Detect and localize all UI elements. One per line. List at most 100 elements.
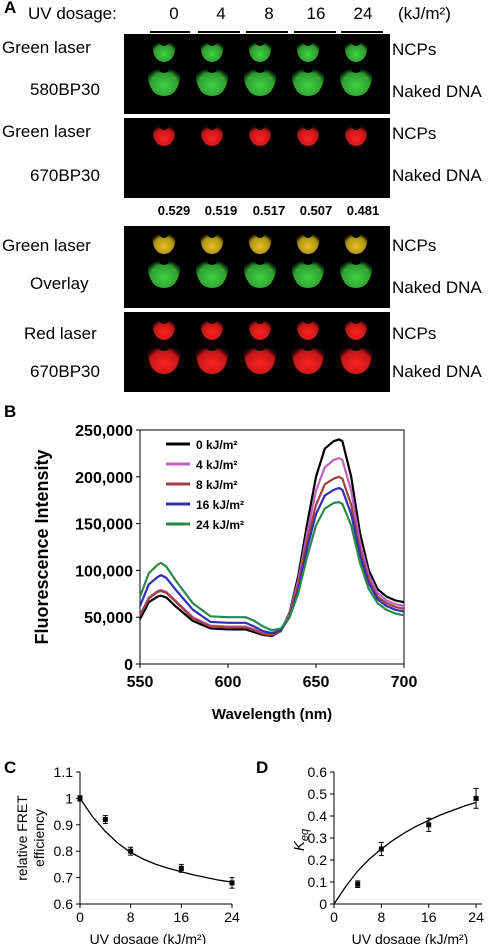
band-label-naked-dna: Naked DNA [392,82,482,101]
data-point [378,846,384,852]
y-tick-label: 0.5 [308,786,328,802]
ncp-band [152,40,176,62]
ncp-band [248,124,272,146]
y-tick-label: 0.1 [308,874,328,890]
y-tick-label: 0 [319,896,327,912]
data-point [102,817,108,823]
ncp-band [152,318,176,340]
x-tick-label: 550 [127,674,154,691]
x-tick-label: 24 [468,909,484,925]
gel-label-line2: 670BP30 [30,362,100,381]
data-point [128,848,134,854]
band-label-naked-dna: Naked DNA [392,166,482,185]
data-point [229,880,235,886]
naked-dna-band [195,344,229,374]
y-tick-label: 1.1 [54,764,74,780]
gel-label-line2: Overlay [30,274,89,293]
x-tick-label: 16 [174,909,190,925]
dose-0: 0 [169,4,179,23]
ncp-band [152,124,176,146]
data-point [77,795,83,801]
ncp-band [296,124,320,146]
ncp-band [344,318,368,340]
x-tick-label: 8 [127,909,135,925]
panel-label-a: A [4,0,17,17]
panel-label-d: D [256,758,269,777]
y-axis-label: Fluorescence Intensity [32,449,52,644]
legend-entry: 0 kJ/m² [196,438,237,452]
dose-24: 24 [353,4,373,23]
x-tick-label: 24 [224,909,240,925]
x-axis-label: UV dosage (kJ/m²) [90,931,207,944]
fret-value: 0.517 [252,203,286,218]
y-tick-label: 0.2 [308,852,328,868]
y-tick-label: 200,000 [75,470,133,487]
y-tick-label: 0.6 [54,896,74,912]
ncp-band [248,232,272,254]
y-axis-label-subscript: eq [299,828,311,841]
dose-4: 4 [216,4,226,23]
naked-dna-band [339,66,373,96]
y-tick-label: 1 [65,790,73,806]
data-point [426,822,432,828]
ncp-band [344,40,368,62]
dose-underline [294,31,336,33]
gel-image-red-670 [124,312,390,392]
x-axis-label: UV dosage (kJ/m²) [352,931,469,944]
y-tick-label: 0.9 [54,817,74,833]
dose-8: 8 [264,4,274,23]
panel-label-c: C [4,758,17,777]
y-tick-label: 0.4 [308,808,328,824]
dose-underline [150,31,190,33]
y-tick-label: 0 [124,657,133,674]
ncp-band [248,40,272,62]
gel-image-green-670 [124,118,390,198]
dose-underline [341,31,383,33]
y-axis-label-line: efficiency [31,809,47,867]
y-axis-label-main: K [291,840,308,851]
y-tick-label: 250,000 [75,423,133,440]
ncp-band [200,318,224,340]
naked-dna-band [147,66,181,96]
gel-image-green-580 [124,34,390,114]
ncp-band [296,318,320,340]
x-tick-label: 8 [377,909,385,925]
ncp-band [200,124,224,146]
gel-image-overlay [124,226,390,308]
x-tick-label: 16 [421,909,437,925]
naked-dna-band [147,258,181,288]
panel-label-b: B [4,402,17,421]
band-label-ncps: NCPs [392,324,437,343]
keq-chart: 0 8 16 24 0 0.1 0.2 0.3 0.4 0.5 0.6 UV dosage (kJ/m… [291,764,484,944]
naked-dna-band [291,66,325,96]
band-label-naked-dna: Naked DNA [392,362,482,381]
legend-entry: 24 kJ/m² [196,518,244,532]
uv-dosage-unit: (kJ/m²) [398,4,451,23]
dose-16: 16 [306,4,326,23]
band-label-ncps: NCPs [392,40,437,59]
fluorescence-spectrum-chart: 550 600 650 700 0 50,000 100,000 150,000 200,000… [32,423,418,723]
gel-label-line1: Green laser [2,38,91,57]
fret-value: 0.507 [299,203,333,218]
ncp-band [200,232,224,254]
naked-dna-band [291,344,325,374]
ncp-band [344,232,368,254]
x-tick-label: 0 [76,909,84,925]
data-point [178,865,184,871]
data-point [355,881,361,887]
ncp-band [152,232,176,254]
fit-curve [333,801,477,905]
gel-label-line2: 670BP30 [30,166,100,185]
gel-label-line1: Green laser [2,122,91,141]
fret-value: 0.529 [157,203,191,218]
uv-dosage-label: UV dosage: [28,4,117,23]
y-tick-label: 150,000 [75,517,133,534]
legend-entry: 4 kJ/m² [196,458,237,472]
y-axis-label: relative FRETefficiency [14,795,47,881]
ncp-band [296,40,320,62]
relative-fret-chart: 0 8 16 24 0.6 0.7 0.8 0.9 1 1.1 UV dosage (kJ/m²) r… [14,764,240,944]
x-tick-label: 700 [391,674,418,691]
y-tick-label: 0.8 [54,843,74,859]
x-axis-label: Wavelength (nm) [212,706,332,723]
naked-dna-band [147,344,181,374]
